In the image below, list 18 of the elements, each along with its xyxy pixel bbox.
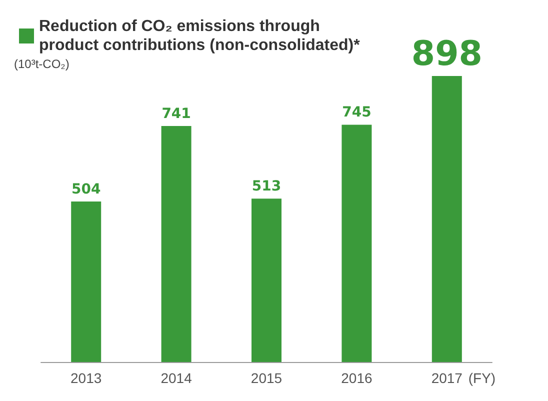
data-label: 513 xyxy=(252,178,282,195)
bar xyxy=(432,76,462,362)
data-label: 741 xyxy=(162,106,191,122)
x-tick-label: 2016 xyxy=(341,370,372,386)
bar xyxy=(342,124,372,362)
x-tick-label: 2017 xyxy=(431,370,463,386)
x-tick-label: 2013 xyxy=(70,370,102,386)
bar xyxy=(252,198,282,362)
x-tick-label: 2014 xyxy=(160,370,192,386)
y-axis-title: (10³t-CO₂) xyxy=(14,57,70,71)
x-tick-label: 2015 xyxy=(250,370,282,386)
bar xyxy=(71,201,102,362)
data-label: 745 xyxy=(342,104,372,121)
x-axis-title: (FY) xyxy=(468,370,496,386)
legend-label: Reduction of CO₂ emissions through product contributions (non-consolidated)* xyxy=(39,18,361,54)
data-label: 898 xyxy=(411,34,482,74)
data-label: 504 xyxy=(71,181,101,198)
bar xyxy=(161,126,192,362)
